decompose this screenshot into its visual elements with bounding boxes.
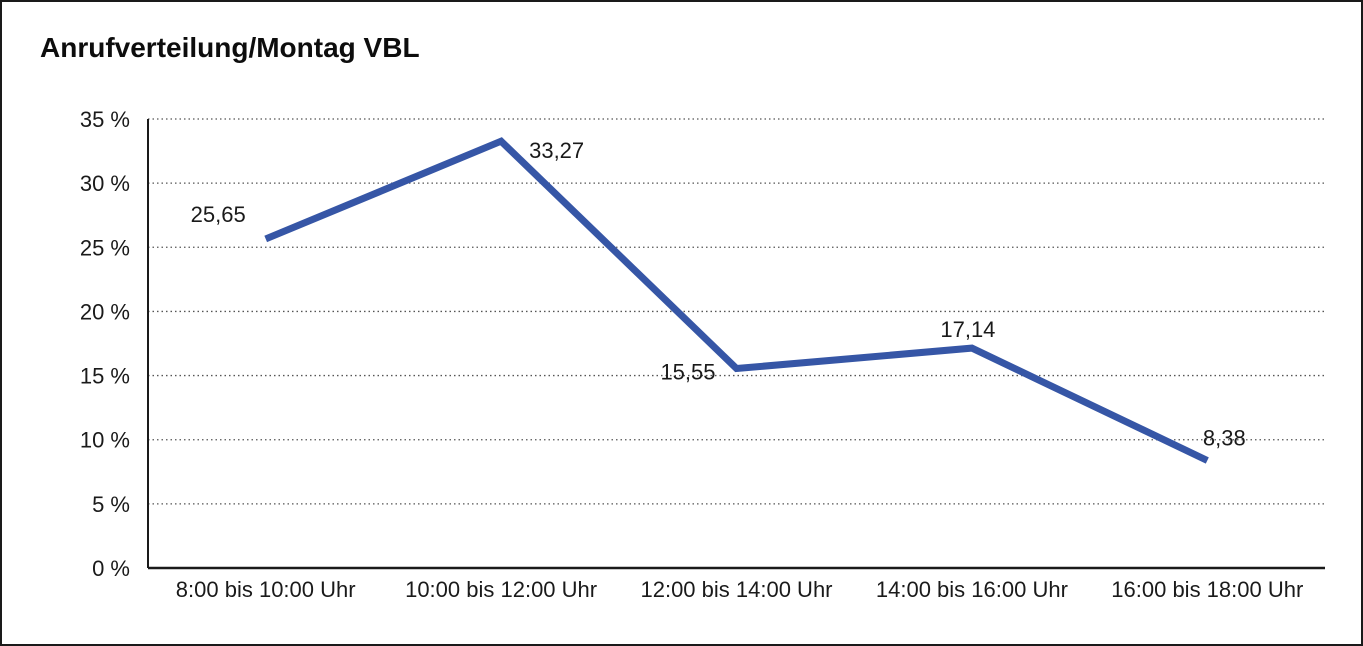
x-axis-label: 8:00 bis 10:00 Uhr bbox=[176, 577, 356, 602]
data-point-label: 33,27 bbox=[529, 138, 584, 163]
y-axis-label: 35 % bbox=[80, 107, 130, 132]
data-point-label: 17,14 bbox=[940, 317, 995, 342]
y-axis-label: 20 % bbox=[80, 299, 130, 324]
y-axis-label: 25 % bbox=[80, 235, 130, 260]
data-point-label: 8,38 bbox=[1203, 425, 1246, 450]
x-axis-label: 14:00 bis 16:00 Uhr bbox=[876, 577, 1068, 602]
data-point-label: 25,65 bbox=[191, 202, 246, 227]
y-axis-label: 0 % bbox=[92, 556, 130, 581]
y-axis-label: 30 % bbox=[80, 171, 130, 196]
data-point-label: 15,55 bbox=[660, 360, 715, 385]
x-axis-label: 12:00 bis 14:00 Uhr bbox=[640, 577, 832, 602]
y-axis-label: 15 % bbox=[80, 364, 130, 389]
chart-title: Anrufverteilung/Montag VBL bbox=[40, 32, 420, 63]
x-axis-label: 16:00 bis 18:00 Uhr bbox=[1111, 577, 1303, 602]
y-axis-label: 5 % bbox=[92, 492, 130, 517]
y-axis-label: 10 % bbox=[80, 428, 130, 453]
x-axis-label: 10:00 bis 12:00 Uhr bbox=[405, 577, 597, 602]
data-line bbox=[264, 137, 1209, 464]
